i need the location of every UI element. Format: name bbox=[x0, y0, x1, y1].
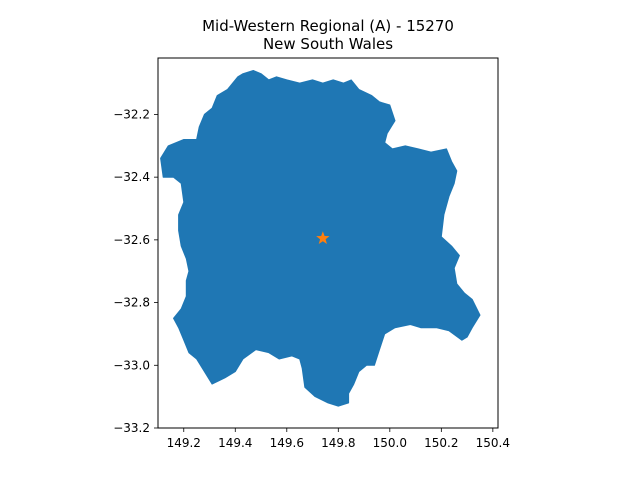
y-axis: −32.2 −32.4 −32.6 −32.8 −33.0 −33.2 bbox=[113, 107, 158, 435]
y-tick-label: −32.2 bbox=[113, 107, 150, 121]
axes-frame bbox=[157, 57, 499, 429]
x-tick-label: 150.2 bbox=[424, 436, 458, 450]
x-tick-label: 150.4 bbox=[476, 436, 510, 450]
y-tick-label: −32.8 bbox=[113, 296, 150, 310]
y-tick-label: −33.2 bbox=[113, 421, 150, 435]
x-tick-label: 149.6 bbox=[270, 436, 304, 450]
centroid-star-marker bbox=[316, 231, 330, 244]
x-tick-label: 149.2 bbox=[167, 436, 201, 450]
figure-title-line1: Mid-Western Regional (A) - 15270 bbox=[202, 17, 454, 35]
y-tick-label: −33.0 bbox=[113, 358, 150, 372]
x-axis: 149.2 149.4 149.6 149.8 150.0 150.2 150.4 bbox=[167, 428, 510, 450]
plot-area bbox=[160, 70, 481, 407]
figure-title-line2: New South Wales bbox=[263, 35, 393, 53]
y-tick-label: −32.4 bbox=[113, 170, 150, 184]
x-tick-label: 149.8 bbox=[321, 436, 355, 450]
x-tick-label: 150.0 bbox=[373, 436, 407, 450]
x-tick-label: 149.4 bbox=[218, 436, 252, 450]
y-tick-label: −32.6 bbox=[113, 233, 150, 247]
